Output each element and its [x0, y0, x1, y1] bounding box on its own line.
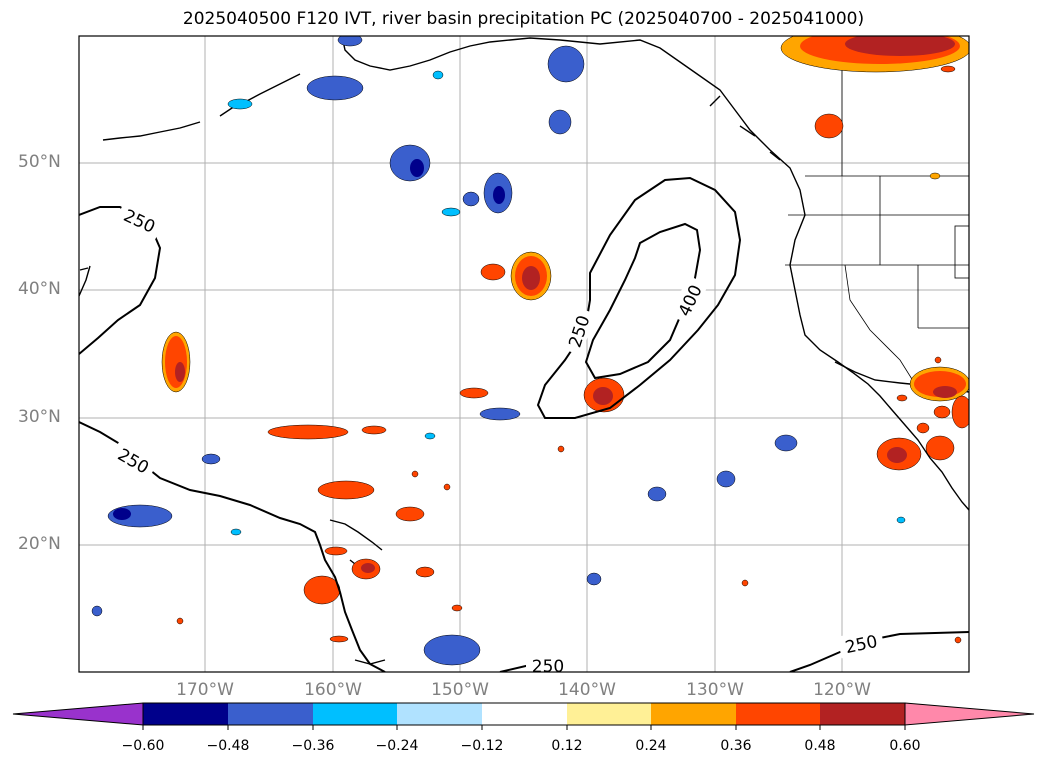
lon-label: 140°W: [558, 680, 616, 700]
colorbar-tick: −0.36: [291, 738, 335, 754]
positive-anomaly-patches: [161, 36, 969, 644]
colorbar-swatch: [313, 703, 397, 725]
lat-label: 30°N: [18, 407, 61, 427]
contour-label: 250: [565, 313, 594, 350]
colorbar-tick: 0.60: [889, 738, 921, 754]
colorbar-extend-high: [904, 702, 1035, 726]
map-title: 2025040500 F120 IVT, river basin precipi…: [182, 9, 865, 29]
colorbar-swatch: [228, 703, 313, 725]
colorbar-swatch: [397, 703, 482, 725]
map-frame: [78, 35, 970, 673]
colorbar-extend-low: [12, 702, 144, 726]
state-borders: [785, 36, 969, 385]
negative-anomaly-patches: [91, 36, 906, 666]
lon-label: 130°W: [686, 680, 744, 700]
lon-label: 150°W: [431, 680, 489, 700]
colorbar-swatch: [736, 703, 820, 725]
lon-label: 120°W: [813, 680, 871, 700]
colorbar-tick: 0.36: [720, 738, 752, 754]
colorbar-tick: −0.12: [460, 738, 504, 754]
colorbar-swatch: [482, 703, 567, 725]
lon-label: 160°W: [304, 680, 362, 700]
colorbar-swatch: [567, 703, 651, 725]
colorbar-tick: −0.60: [121, 738, 165, 754]
lat-label: 20°N: [18, 534, 61, 554]
colorbar-tick: 0.12: [551, 738, 583, 754]
contour-label: 250: [532, 657, 564, 677]
lat-label: 40°N: [18, 279, 61, 299]
colorbar-tick: 0.24: [635, 738, 667, 754]
lon-label: 170°W: [176, 680, 234, 700]
colorbar-swatch: [651, 703, 736, 725]
colorbar-tick: 0.48: [804, 738, 836, 754]
colorbar-tick: −0.48: [206, 738, 250, 754]
contour-labels: 250 250 400 250 250 250: [109, 200, 885, 677]
colorbar-swatch: [143, 703, 228, 725]
colorbar: [12, 702, 1035, 730]
map-area: [79, 36, 969, 672]
ivt-contours: [79, 176, 969, 672]
lat-label: 50°N: [18, 152, 61, 172]
colorbar-swatch: [820, 703, 905, 725]
colorbar-tick: −0.24: [375, 738, 419, 754]
